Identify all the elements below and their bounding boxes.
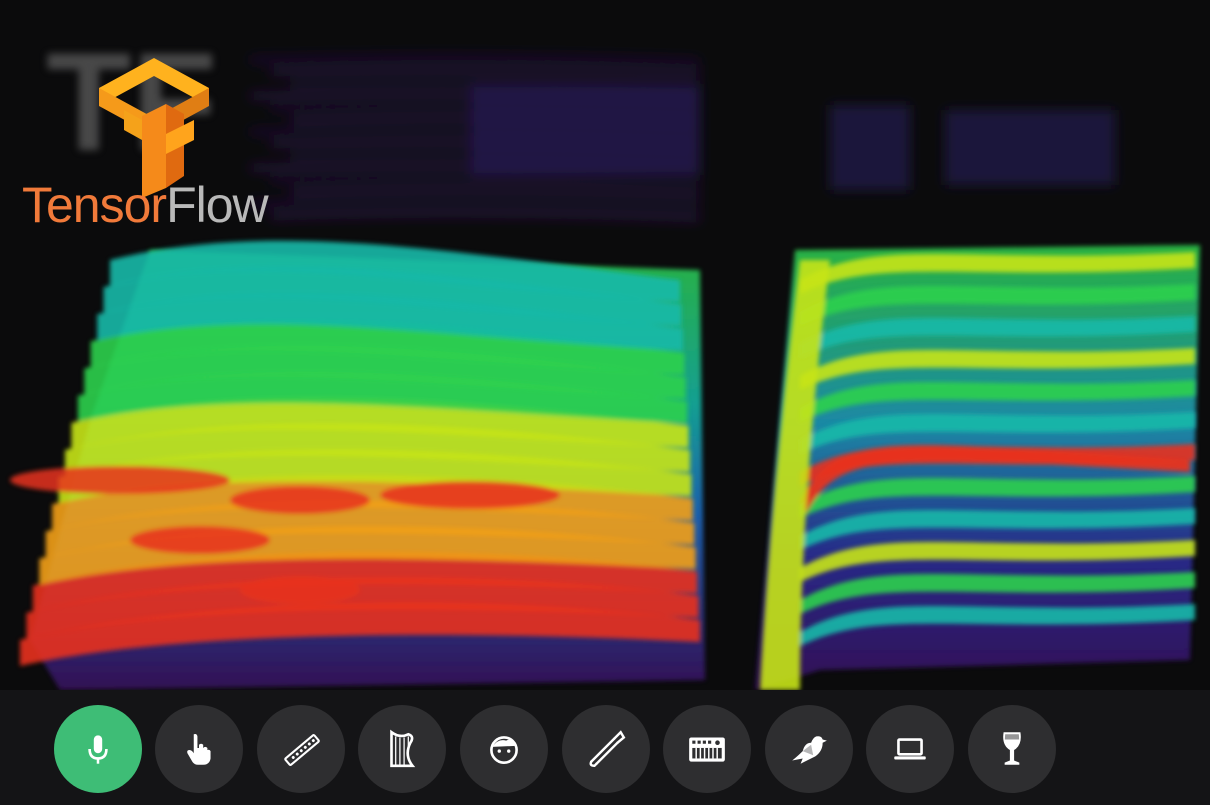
- hot-spot: [230, 486, 370, 514]
- right-ridge: [800, 316, 1195, 358]
- left-ridge: [26, 577, 699, 639]
- microphone-icon: [88, 735, 108, 764]
- hand-pointer-icon: [187, 734, 211, 765]
- right-ridge: [800, 604, 1195, 646]
- back-block: [945, 110, 1115, 185]
- tensorflow-cube-icon: [99, 58, 209, 198]
- harp-icon: [390, 729, 416, 768]
- right-ridge: [800, 348, 1195, 390]
- back-streak: [289, 186, 701, 197]
- left-ridge: [84, 345, 686, 400]
- tensorflow-logo: TF TensorFlow: [18, 18, 288, 243]
- hot-spot: [10, 466, 230, 494]
- right-ridge: [800, 540, 1195, 582]
- right-ridge: [800, 380, 1195, 422]
- left-ridge: [20, 602, 700, 666]
- flute-button[interactable]: [257, 705, 345, 793]
- left-ridge: [45, 500, 695, 558]
- instrument-toolbar: [0, 690, 1210, 805]
- face-icon: [490, 736, 518, 764]
- synthesizer-icon: [689, 737, 725, 762]
- spectrogram-ridges: [10, 240, 1195, 690]
- back-streak: [289, 78, 701, 89]
- synthesizer-button[interactable]: [663, 705, 751, 793]
- wine-glass-icon: [1003, 732, 1021, 765]
- trombone-button[interactable]: [562, 705, 650, 793]
- left-ridge: [32, 551, 698, 612]
- bird-icon: [792, 736, 827, 764]
- right-ridge: [800, 476, 1195, 518]
- right-ridge: [800, 252, 1195, 294]
- wordmark-flow: Flow: [166, 177, 269, 233]
- tensorflow-wordmark: TensorFlow: [22, 177, 269, 233]
- spectrogram-visualizer: [10, 54, 1200, 690]
- flute-icon: [284, 734, 320, 767]
- touch-button[interactable]: [155, 705, 243, 793]
- harp-button[interactable]: [358, 705, 446, 793]
- hot-spot: [130, 526, 270, 554]
- right-ridge: [800, 508, 1195, 550]
- trombone-icon: [589, 730, 626, 768]
- left-ridge: [97, 293, 683, 351]
- chirp-column: [760, 260, 830, 690]
- right-ridge: [800, 572, 1195, 614]
- voice-button[interactable]: [460, 705, 548, 793]
- right-ridge: [800, 284, 1195, 326]
- wordmark-tensor: Tensor: [22, 177, 167, 233]
- left-ridge: [90, 319, 685, 375]
- back-streak: [269, 174, 701, 185]
- microphone-button[interactable]: [54, 705, 142, 793]
- back-streak: [269, 66, 701, 77]
- back-streak: [249, 54, 701, 65]
- right-hot-band: [800, 445, 1190, 515]
- hot-spot: [240, 576, 360, 604]
- bird-button[interactable]: [765, 705, 853, 793]
- hot-spot: [380, 481, 560, 509]
- back-block: [830, 105, 910, 190]
- computer-button[interactable]: [866, 705, 954, 793]
- left-ridge: [110, 240, 680, 302]
- back-streak: [269, 210, 701, 221]
- back-block: [470, 85, 700, 175]
- back-streak: [249, 198, 701, 209]
- left-ridge: [103, 267, 682, 327]
- wine-glass-button[interactable]: [968, 705, 1056, 793]
- right-ridge: [800, 412, 1195, 454]
- laptop-icon: [894, 738, 926, 760]
- back-haze-layer: [249, 54, 1115, 221]
